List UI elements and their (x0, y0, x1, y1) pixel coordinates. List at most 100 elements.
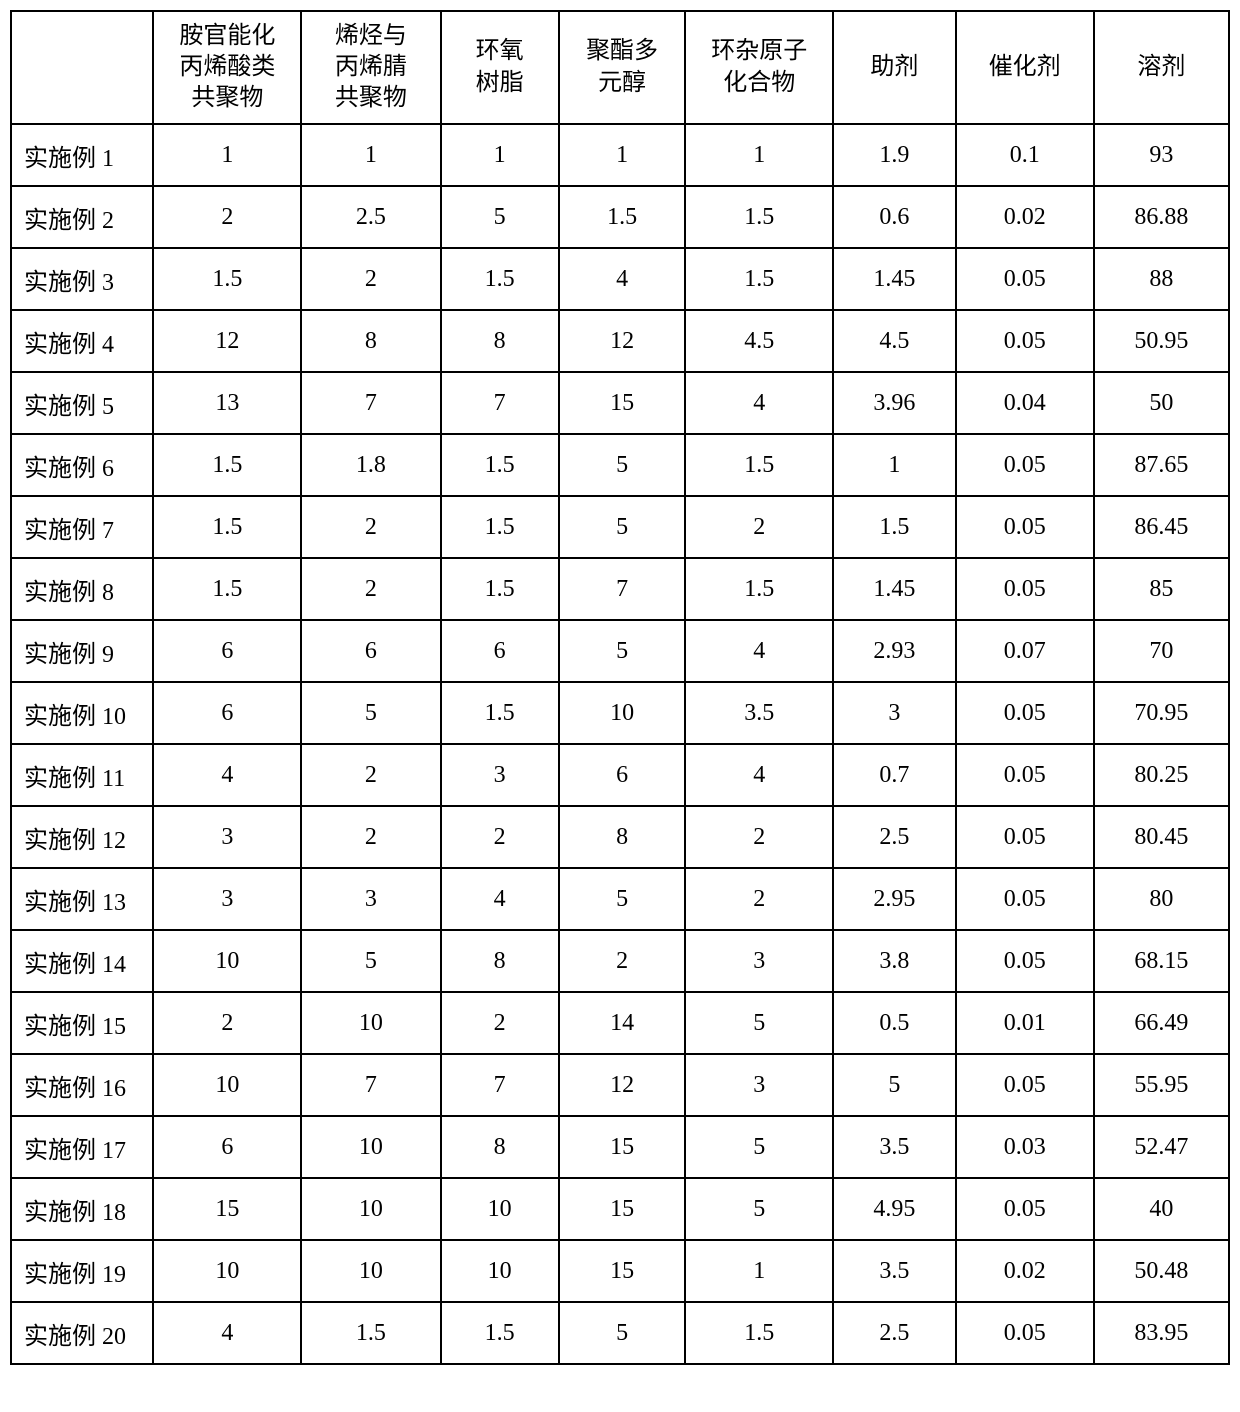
data-cell: 0.04 (956, 372, 1094, 434)
data-cell: 1 (441, 124, 559, 186)
table-row: 实施例 141058233.80.0568.15 (11, 930, 1229, 992)
header-blank (11, 11, 153, 124)
data-cell: 2 (153, 186, 301, 248)
data-cell: 0.05 (956, 1054, 1094, 1116)
data-cell: 5 (685, 992, 833, 1054)
data-cell: 2 (301, 806, 440, 868)
row-label: 实施例 17 (11, 1116, 153, 1178)
data-cell: 10 (559, 682, 686, 744)
row-label: 实施例 15 (11, 992, 153, 1054)
data-cell: 6 (559, 744, 686, 806)
data-cell: 0.05 (956, 806, 1094, 868)
data-cell: 0.1 (956, 124, 1094, 186)
data-cell: 3.5 (833, 1116, 955, 1178)
row-label: 实施例 4 (11, 310, 153, 372)
header-col-3: 环氧树脂 (441, 11, 559, 124)
data-cell: 0.6 (833, 186, 955, 248)
data-cell: 10 (441, 1240, 559, 1302)
row-label: 实施例 2 (11, 186, 153, 248)
data-cell: 50.95 (1094, 310, 1229, 372)
table-row: 实施例 31.521.541.51.450.0588 (11, 248, 1229, 310)
data-cell: 1.5 (441, 248, 559, 310)
data-cell: 3.5 (685, 682, 833, 744)
data-cell: 1.5 (685, 186, 833, 248)
table-row: 实施例 222.551.51.50.60.0286.88 (11, 186, 1229, 248)
table-row: 实施例 13334522.950.0580 (11, 868, 1229, 930)
row-label: 实施例 12 (11, 806, 153, 868)
table-row: 实施例 9666542.930.0770 (11, 620, 1229, 682)
data-cell: 0.03 (956, 1116, 1094, 1178)
data-cell: 50.48 (1094, 1240, 1229, 1302)
data-cell: 5 (685, 1178, 833, 1240)
data-cell: 1 (833, 434, 955, 496)
data-cell: 1.45 (833, 248, 955, 310)
data-cell: 4 (441, 868, 559, 930)
data-cell: 6 (153, 682, 301, 744)
data-cell: 3 (153, 868, 301, 930)
header-row: 胺官能化丙烯酸类共聚物 烯烃与丙烯腈共聚物 环氧树脂 聚酯多元醇 环杂原子化合物… (11, 11, 1229, 124)
composition-table: 胺官能化丙烯酸类共聚物 烯烃与丙烯腈共聚物 环氧树脂 聚酯多元醇 环杂原子化合物… (10, 10, 1230, 1365)
data-cell: 0.05 (956, 248, 1094, 310)
data-cell: 15 (153, 1178, 301, 1240)
data-cell: 1 (685, 124, 833, 186)
data-cell: 3 (833, 682, 955, 744)
data-cell: 4 (153, 1302, 301, 1364)
data-cell: 4.5 (833, 310, 955, 372)
header-col-5: 环杂原子化合物 (685, 11, 833, 124)
data-cell: 66.49 (1094, 992, 1229, 1054)
table-row: 实施例 81.521.571.51.450.0585 (11, 558, 1229, 620)
data-cell: 0.05 (956, 310, 1094, 372)
data-cell: 85 (1094, 558, 1229, 620)
data-cell: 3.96 (833, 372, 955, 434)
data-cell: 0.02 (956, 1240, 1094, 1302)
header-col-2: 烯烃与丙烯腈共聚物 (301, 11, 440, 124)
data-cell: 6 (153, 620, 301, 682)
data-cell: 1 (685, 1240, 833, 1302)
data-cell: 13 (153, 372, 301, 434)
data-cell: 0.05 (956, 930, 1094, 992)
data-cell: 2.95 (833, 868, 955, 930)
table-row: 实施例 1761081553.50.0352.47 (11, 1116, 1229, 1178)
row-label: 实施例 11 (11, 744, 153, 806)
table-row: 实施例 181510101554.950.0540 (11, 1178, 1229, 1240)
row-label: 实施例 5 (11, 372, 153, 434)
data-cell: 2 (559, 930, 686, 992)
data-cell: 2.5 (301, 186, 440, 248)
data-cell: 4.95 (833, 1178, 955, 1240)
data-cell: 87.65 (1094, 434, 1229, 496)
data-cell: 1.5 (441, 558, 559, 620)
data-cell: 2.5 (833, 1302, 955, 1364)
table-row: 实施例 12322822.50.0580.45 (11, 806, 1229, 868)
data-cell: 4 (559, 248, 686, 310)
data-cell: 1.45 (833, 558, 955, 620)
data-cell: 3 (685, 1054, 833, 1116)
data-cell: 0.07 (956, 620, 1094, 682)
data-cell: 5 (559, 620, 686, 682)
row-label: 实施例 8 (11, 558, 153, 620)
data-cell: 1.5 (441, 682, 559, 744)
data-cell: 1.5 (153, 434, 301, 496)
header-col-8: 溶剂 (1094, 11, 1229, 124)
data-cell: 12 (559, 310, 686, 372)
table-row: 实施例 1521021450.50.0166.49 (11, 992, 1229, 1054)
data-cell: 70.95 (1094, 682, 1229, 744)
data-cell: 80 (1094, 868, 1229, 930)
row-label: 实施例 7 (11, 496, 153, 558)
data-cell: 52.47 (1094, 1116, 1229, 1178)
data-cell: 10 (301, 1116, 440, 1178)
data-cell: 3.8 (833, 930, 955, 992)
data-cell: 1.5 (153, 496, 301, 558)
data-cell: 0.05 (956, 868, 1094, 930)
data-cell: 0.05 (956, 1178, 1094, 1240)
data-cell: 10 (153, 1240, 301, 1302)
data-cell: 0.05 (956, 1302, 1094, 1364)
data-cell: 6 (301, 620, 440, 682)
row-label: 实施例 1 (11, 124, 153, 186)
table-row: 实施例 1111111.90.193 (11, 124, 1229, 186)
data-cell: 1.5 (441, 434, 559, 496)
data-cell: 5 (559, 434, 686, 496)
data-cell: 0.5 (833, 992, 955, 1054)
data-cell: 5 (441, 186, 559, 248)
data-cell: 4.5 (685, 310, 833, 372)
row-label: 实施例 19 (11, 1240, 153, 1302)
